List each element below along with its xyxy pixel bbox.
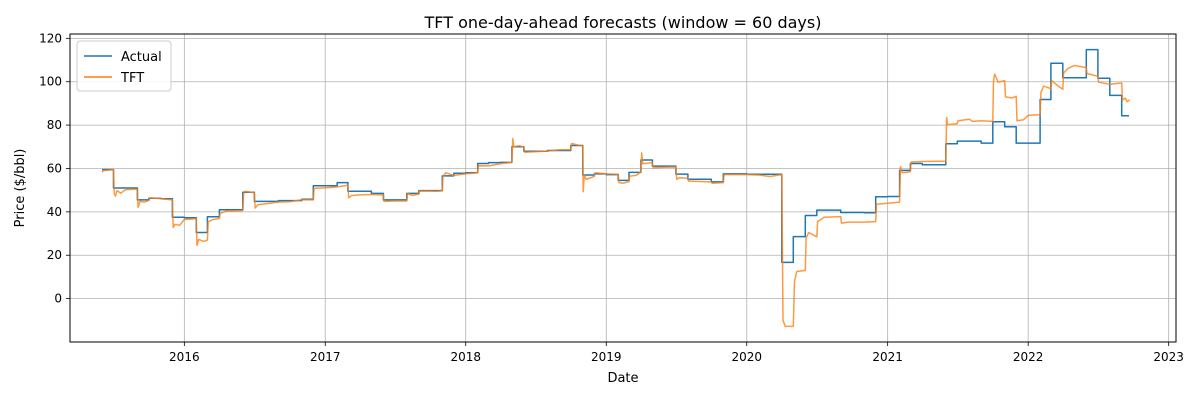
- y-axis: 0 20 40 60 80 100 120: [39, 31, 70, 306]
- plot-frame: [69, 33, 1177, 343]
- legend-box: [76, 40, 172, 92]
- legend-label-tft: TFT: [120, 71, 144, 86]
- y-tick-label: 120: [39, 31, 62, 45]
- x-tick-label: 2021: [872, 350, 903, 364]
- legend-label-actual: Actual: [121, 50, 162, 65]
- x-tick-label: 2018: [450, 350, 481, 364]
- x-tick-label: 2020: [731, 350, 762, 364]
- y-tick-label: 100: [39, 75, 62, 89]
- y-tick-label: 0: [54, 292, 62, 306]
- x-tick-label: 2017: [310, 350, 341, 364]
- x-tick-label: 2022: [1013, 350, 1044, 364]
- grid: [70, 34, 1176, 342]
- y-axis-label: Price ($/bbl): [13, 149, 28, 228]
- x-axis: 2016 2017 2018 2019 2020 2021 2022 2023: [169, 342, 1184, 364]
- x-tick-label: 2019: [591, 350, 622, 364]
- y-tick-label: 40: [47, 205, 62, 219]
- x-tick-label: 2016: [169, 350, 200, 364]
- y-tick-label: 80: [47, 118, 62, 132]
- series-layer: [101, 48, 1131, 328]
- series-line-tft: [101, 64, 1131, 328]
- x-tick-label: 2023: [1153, 350, 1184, 364]
- chart-title: TFT one-day-ahead forecasts (window = 60…: [424, 13, 822, 32]
- x-axis-label: Date: [607, 371, 638, 386]
- y-tick-label: 20: [47, 248, 62, 262]
- legend: Actual TFT: [76, 40, 172, 92]
- y-tick-label: 60: [47, 161, 62, 175]
